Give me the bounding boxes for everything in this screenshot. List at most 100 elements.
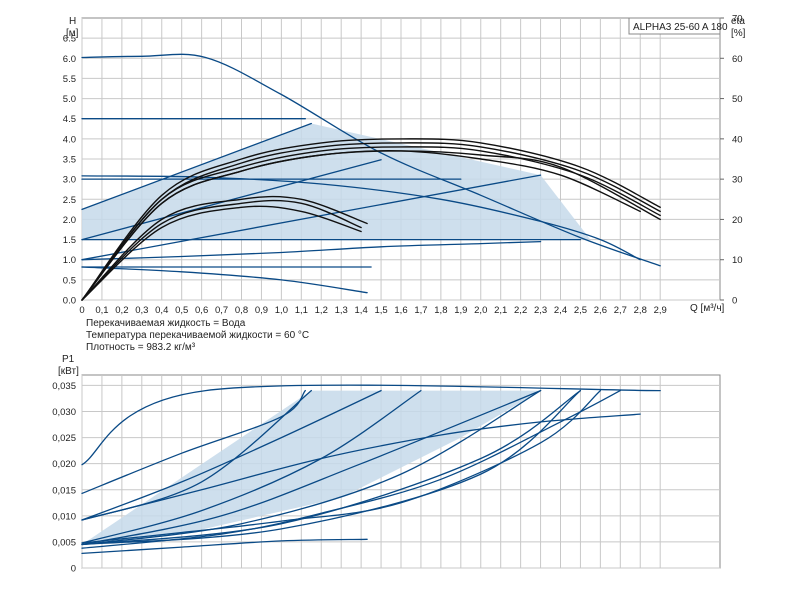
power-power-9 xyxy=(81,413,641,521)
eta-tick-label: 20 xyxy=(732,215,743,226)
power-power-3 xyxy=(81,389,382,521)
x-tick-label: 2,4 xyxy=(554,305,567,316)
y-tick-label: 5.0 xyxy=(63,94,76,105)
y-tick-label: 0 xyxy=(71,564,76,575)
x-tick-label: 1,1 xyxy=(295,305,308,316)
power-power-11 xyxy=(81,538,368,555)
power-power-1 xyxy=(81,389,306,495)
power-axis-unit: [кВт] xyxy=(58,366,79,377)
x-tick-label: 2,7 xyxy=(614,305,627,316)
x-tick-label: 0,9 xyxy=(255,305,268,316)
power-power-5 xyxy=(81,389,542,546)
x-tick-label: 2,8 xyxy=(634,305,647,316)
fluid-notes: Перекачиваемая жидкость = Вода Температу… xyxy=(86,318,309,353)
x-tick-label: 0,1 xyxy=(95,305,108,316)
y-tick-label: 0,005 xyxy=(52,537,76,548)
x-tick-label: 0,6 xyxy=(195,305,208,316)
head-autoadapt-max-8 xyxy=(81,175,641,261)
x-tick-label: 2,9 xyxy=(654,305,667,316)
y-tick-label: 6.0 xyxy=(63,54,76,65)
power-power-4 xyxy=(81,389,422,544)
x-tick-label: 0,2 xyxy=(115,305,128,316)
x-tick-label: 1,8 xyxy=(434,305,447,316)
y-tick-label: 4.0 xyxy=(63,134,76,145)
y-tick-label: 1.5 xyxy=(63,235,76,246)
head-series xyxy=(81,53,661,301)
x-tick-label: 0,5 xyxy=(175,305,188,316)
power-tick-labels: 0 0,005 0,010 0,015 0,020 0,025 0,030 0,035 xyxy=(52,381,76,575)
power-power-10 xyxy=(81,389,621,549)
x-tick-label: 0,8 xyxy=(235,305,248,316)
x-tick-label: 1,9 xyxy=(454,305,467,316)
x-tick-label: 0,4 xyxy=(155,305,168,316)
y-tick-label: 2.5 xyxy=(63,195,76,206)
y-tick-label: 0,035 xyxy=(52,381,76,392)
y-tick-label: 0,015 xyxy=(52,485,76,496)
head-max-curve-0 xyxy=(81,53,661,267)
x-tick-label: 2,1 xyxy=(494,305,507,316)
x-tick-label: 2,0 xyxy=(474,305,487,316)
power-max-curve-0 xyxy=(81,384,661,466)
x-tick-label: 0,3 xyxy=(135,305,148,316)
head-efficiency-18 xyxy=(81,205,362,301)
y-tick-label: 0,030 xyxy=(52,407,76,418)
power-axis-label: P1 xyxy=(62,354,75,365)
eta-axis-label: eta xyxy=(731,16,745,27)
x-tick-label: 1,5 xyxy=(374,305,387,316)
eta-tick-label: 10 xyxy=(732,255,743,266)
head-tick-labels: 0 0,1 0,2 0,3 0,4 0,5 0,6 0,7 0,8 0,9 1,0 1,1 1,2 1,3… xyxy=(63,14,743,317)
head-autoadapt-min-9 xyxy=(81,240,542,261)
eta-tick-label: 30 xyxy=(732,175,743,186)
y-tick-label: 0,025 xyxy=(52,433,76,444)
x-tick-label: 1,2 xyxy=(315,305,328,316)
note-temperature: Температура перекачиваемой жидкости = 60… xyxy=(86,330,309,341)
x-tick-label: 2,2 xyxy=(514,305,527,316)
power-power-7 xyxy=(81,389,582,546)
x-tick-label: 2,6 xyxy=(594,305,607,316)
head-curve-panel: 0 0,1 0,2 0,3 0,4 0,5 0,6 0,7 0,8 0,9 1,0 1,1 1,2 1,3… xyxy=(63,14,746,317)
head-proportional-pressure-5 xyxy=(81,122,312,211)
model-label-box xyxy=(628,17,721,35)
power-series xyxy=(81,384,661,555)
model-label: ALPHA3 25-60 A 180 xyxy=(633,22,728,33)
y-tick-label: 4.5 xyxy=(63,114,76,125)
eta-tick-label: 0 xyxy=(732,296,737,307)
y-tick-label: 0.0 xyxy=(63,296,76,307)
x-tick-label: 1,3 xyxy=(335,305,348,316)
power-shaded-region xyxy=(82,390,541,545)
head-axis-unit: [м] xyxy=(66,28,79,39)
eta-tick-label: 60 xyxy=(732,54,743,65)
eta-tick-label: 40 xyxy=(732,134,743,145)
head-efficiency-16 xyxy=(81,195,368,301)
x-tick-label: 1,7 xyxy=(414,305,427,316)
y-tick-label: 5.5 xyxy=(63,74,76,85)
y-tick-label: 2.0 xyxy=(63,215,76,226)
y-tick-label: 3.5 xyxy=(63,155,76,166)
y-tick-label: 0,020 xyxy=(52,459,76,470)
head-efficiency-15 xyxy=(81,138,661,301)
head-proportional-pressure-7 xyxy=(81,174,542,261)
x-tick-label: 0 xyxy=(79,305,84,316)
head-system-curve-10 xyxy=(81,266,368,294)
x-tick-label: 2,3 xyxy=(534,305,547,316)
head-proportional-pressure-6 xyxy=(81,159,382,241)
eta-axis-unit: [%] xyxy=(731,28,746,39)
y-tick-label: 6.5 xyxy=(63,34,76,45)
head-efficiency-14 xyxy=(81,142,661,301)
eta-tick-label: 70 xyxy=(732,14,743,25)
y-tick-label: 1.0 xyxy=(63,255,76,266)
note-density: Плотность = 983.2 кг/м³ xyxy=(86,342,196,353)
power-power-12 xyxy=(81,389,602,544)
eta-tick-label: 50 xyxy=(732,94,743,105)
y-tick-label: 0.5 xyxy=(63,275,76,286)
x-tick-label: 1,0 xyxy=(275,305,288,316)
flow-axis-label: Q [м³/ч] xyxy=(690,303,725,314)
head-axis-label: H xyxy=(69,16,76,27)
y-tick-label: 0,010 xyxy=(52,511,76,522)
head-efficiency-17 xyxy=(81,199,362,301)
x-tick-label: 2,5 xyxy=(574,305,587,316)
note-liquid: Перекачиваемая жидкость = Вода xyxy=(86,318,246,329)
x-tick-label: 1,6 xyxy=(394,305,407,316)
